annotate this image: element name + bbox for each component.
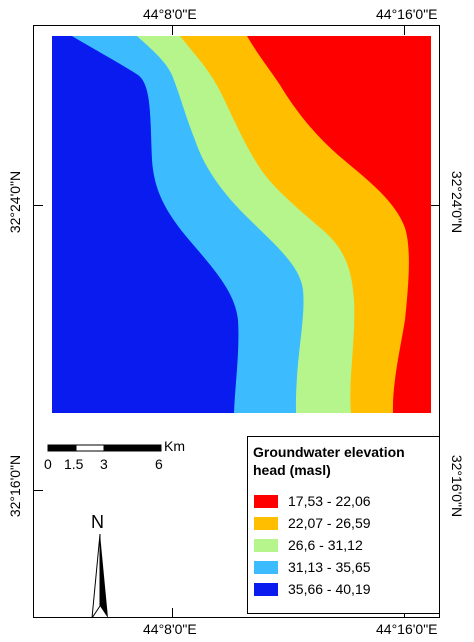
zone-17-53-22-06 — [247, 36, 431, 413]
tick-top-left — [172, 25, 173, 35]
lon-label-top-left: 44°8'0"E — [143, 6, 197, 22]
tick-right-upper — [430, 205, 440, 206]
scale-label-3: 3 — [100, 456, 108, 472]
tick-left-lower — [33, 490, 43, 491]
tick-left-upper — [33, 205, 43, 206]
lat-label-right-upper: 32°24'0"N — [449, 170, 465, 234]
legend-label: 35,66 - 40,19 — [288, 581, 371, 597]
lon-label-top-right: 44°16'0"E — [376, 6, 438, 22]
lat-label-right-lower: 32°16'0"N — [449, 454, 465, 518]
legend-swatch — [254, 517, 278, 530]
scale-label-0: 0 — [44, 456, 52, 472]
legend-swatch — [254, 561, 278, 574]
groundwater-head-map — [52, 36, 431, 413]
scale-bar-graphic — [47, 444, 162, 452]
lon-label-bottom-left: 44°8'0"E — [143, 621, 197, 637]
scale-bar: Km 0 1.5 3 6 — [44, 438, 267, 482]
tick-top-right — [404, 25, 405, 35]
legend-label: 31,13 - 35,65 — [288, 559, 371, 575]
lat-label-left-upper: 32°24'0"N — [7, 170, 23, 234]
north-arrow-icon — [91, 534, 108, 619]
lon-label-bottom-right: 44°16'0"E — [376, 621, 438, 637]
legend-swatch — [254, 495, 278, 508]
scale-unit: Km — [164, 438, 185, 454]
tick-bottom-left — [172, 608, 173, 618]
map-frame — [33, 25, 440, 618]
legend-label: 17,53 - 22,06 — [288, 493, 371, 509]
north-arrow: N — [80, 512, 120, 622]
legend-label: 26,6 - 31,12 — [288, 537, 363, 553]
legend-swatch — [254, 583, 278, 596]
legend-swatch — [254, 539, 278, 552]
lat-label-left-lower: 32°16'0"N — [7, 454, 23, 518]
legend: Groundwater elevation head (masl) 17,53 … — [247, 436, 440, 614]
scale-label-1-5: 1.5 — [64, 456, 84, 472]
legend-label: 22,07 - 26,59 — [288, 515, 371, 531]
legend-title: Groundwater elevation head (masl) — [253, 444, 405, 478]
north-label: N — [91, 512, 104, 532]
scale-label-6: 6 — [155, 456, 163, 472]
